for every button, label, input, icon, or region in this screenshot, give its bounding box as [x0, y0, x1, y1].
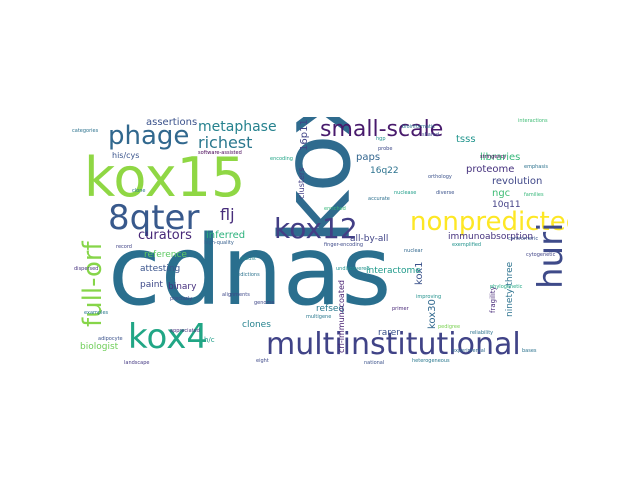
word-attesting: attesting	[140, 264, 181, 274]
word-dispersed: dispersed	[74, 266, 99, 272]
word-improving: improving	[416, 294, 442, 300]
word-8qter: 8qter	[108, 198, 200, 238]
word-multigene: multigene	[306, 314, 332, 320]
word-predictions: predictions	[232, 272, 260, 278]
word-kox4: kox4	[128, 317, 208, 357]
word-encoding: encoding	[270, 156, 293, 162]
word-interactome: interactome	[366, 266, 421, 276]
word-shared: shared	[422, 132, 440, 138]
word-tsss: tsss	[456, 134, 476, 145]
word-nuclease: nuclease	[394, 190, 417, 196]
word-immunoabsorption: immunoabsorption	[448, 232, 534, 242]
word-16q22: 16q22	[370, 166, 399, 176]
word-all-by-all: all-by-all	[350, 234, 389, 244]
word-cytogenetic: cytogenetic	[526, 252, 556, 258]
word-biologist: biologist	[80, 342, 119, 352]
word-flj: flj	[220, 205, 235, 224]
word-phylogenetic: phylogenetic	[490, 284, 523, 290]
word-h/c: h/c	[204, 336, 215, 344]
word-10q11: 10q11	[492, 200, 521, 210]
word-kox30: kox30	[427, 299, 438, 329]
word-experimental: experimental	[452, 348, 486, 354]
word-categories: categories	[72, 128, 99, 134]
word-robust: robust	[240, 256, 256, 262]
word-paps: paps	[356, 152, 381, 163]
word-fragility: fragility	[489, 286, 497, 313]
word-adipocyte: adipocyte	[98, 336, 123, 342]
word-revolution: revolution	[492, 176, 543, 187]
word-rarer: rarer	[378, 328, 400, 338]
word-software-assisted: software-assisted	[198, 150, 242, 156]
word-clones: clones	[242, 320, 271, 330]
word-crl-immunocoated: crl-immunocoated	[337, 280, 346, 353]
word-nonpredicted: nonpredicted	[410, 207, 568, 237]
word-examples: examples	[84, 310, 109, 316]
word-emphasis: emphasis	[524, 164, 548, 170]
word-undiscovered: undiscovered	[336, 266, 370, 272]
word-diverse: diverse	[436, 190, 455, 196]
word-eight: eight	[256, 358, 269, 364]
word-interactions: interactions	[518, 118, 548, 124]
word-hgp: hgp	[376, 136, 386, 142]
word-multiinstitutional: multiinstitutional	[266, 327, 521, 362]
word-cdnas: cdnas	[108, 215, 392, 327]
word-exemplified: exemplified	[452, 242, 482, 248]
word-refseq: refseq	[316, 304, 345, 314]
word-reliability: reliability	[470, 330, 494, 336]
word-ngc: ngc	[492, 188, 511, 199]
word-bases: bases	[522, 348, 537, 354]
word-alignments: alignments	[222, 292, 250, 298]
word-record: record	[116, 244, 132, 250]
word-stringency: stringency	[480, 154, 507, 160]
word-pedigree: pedigree	[438, 324, 461, 330]
word-probe: probe	[378, 146, 393, 152]
word-precisely: precisely	[170, 296, 193, 302]
word-cloud: cdnas kox7 kox15 phage 8qter full-orf ko…	[72, 117, 568, 365]
word-landscape: landscape	[124, 360, 150, 366]
word-nuclear: nuclear	[404, 248, 423, 254]
word-enriched: enriched	[324, 206, 346, 212]
word-curators: curators	[138, 228, 192, 243]
word-clone: clone	[132, 188, 146, 194]
word-proteome: proteome	[466, 164, 515, 175]
word-kox12: kox12	[274, 212, 358, 245]
word-orthology: orthology	[428, 174, 452, 180]
word-inferred: inferred	[206, 230, 246, 241]
word-heterogeneous: heterogeneous	[412, 358, 450, 364]
word-national: national	[364, 360, 385, 366]
word-phage: phage	[108, 121, 190, 151]
word-16p11: 16p11	[299, 119, 310, 151]
word-kox15: kox15	[84, 146, 246, 209]
word-bioinformatic: bioinformatic	[402, 124, 436, 130]
word-high-quality: high-quality	[204, 240, 234, 246]
word-reference: reference	[144, 250, 187, 260]
word-libraries: libraries	[480, 152, 521, 163]
word-binary: binary	[168, 282, 197, 292]
word-appreciated: appreciated	[170, 328, 200, 334]
word-finger-encoding: finger-encoding	[324, 242, 364, 248]
word-small-scale: small-scale	[320, 117, 444, 142]
word-paint: paint	[140, 280, 163, 290]
word-families: families	[524, 192, 544, 198]
word-metaphase: metaphase	[198, 119, 277, 135]
word-accurate: accurate	[368, 196, 390, 202]
word-his/cys: his/cys	[112, 151, 140, 160]
word-assertions: assertions	[146, 117, 198, 128]
word-richest: richest	[198, 133, 253, 152]
word-genome: genome	[254, 300, 275, 306]
word-clusters: clusters	[297, 167, 306, 199]
word-primer: primer	[392, 306, 409, 312]
word-centromeric: centromeric	[508, 236, 539, 242]
